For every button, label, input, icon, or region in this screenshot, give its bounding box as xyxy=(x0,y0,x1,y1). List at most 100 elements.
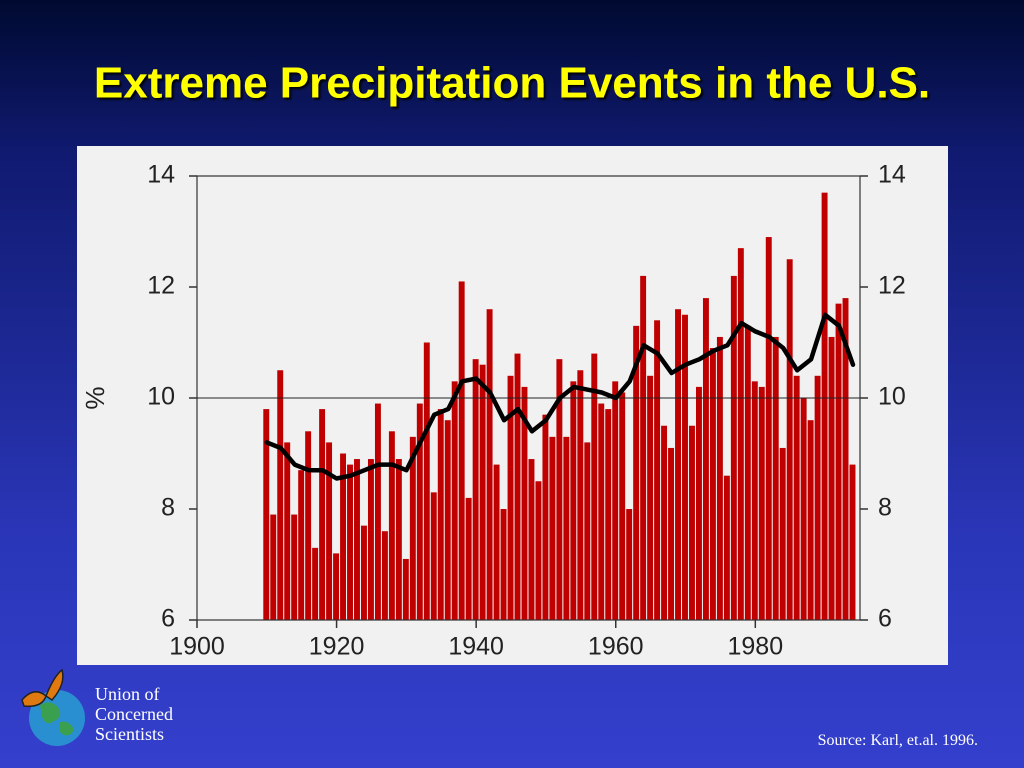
bar xyxy=(800,398,807,620)
bar xyxy=(437,409,444,620)
bar xyxy=(584,442,591,620)
bar xyxy=(430,492,437,620)
y-tick-label: 10 xyxy=(147,383,175,411)
y-tick-label: 6 xyxy=(161,605,175,633)
x-tick-label: 1900 xyxy=(169,633,225,661)
bar xyxy=(277,370,284,620)
bar xyxy=(270,514,277,620)
bar xyxy=(605,409,612,620)
bar xyxy=(716,336,723,620)
logo: Union of Concerned Scientists xyxy=(21,668,173,746)
bar xyxy=(514,353,521,620)
bar xyxy=(298,470,305,620)
bar xyxy=(486,309,493,620)
bar xyxy=(347,464,353,620)
y-tick-label: 14 xyxy=(147,161,175,189)
y-tick-label: 12 xyxy=(147,272,175,300)
x-tick-label: 1920 xyxy=(309,633,365,661)
bar xyxy=(598,403,605,620)
bar xyxy=(507,375,514,620)
butterfly xyxy=(21,668,64,708)
bar xyxy=(730,275,737,620)
bar xyxy=(402,558,409,620)
chart-title: Extreme Precipitation Events in the U.S. xyxy=(94,59,930,108)
bar xyxy=(591,353,598,620)
bar xyxy=(291,514,298,620)
bar xyxy=(744,325,751,620)
bar xyxy=(500,509,507,620)
y2-tick-label: 6 xyxy=(878,605,892,633)
bar xyxy=(702,298,709,620)
bar xyxy=(619,392,626,620)
bar xyxy=(772,336,779,620)
bar xyxy=(793,375,800,620)
bar xyxy=(354,459,360,620)
bar xyxy=(361,525,367,620)
bar xyxy=(758,386,765,620)
bar xyxy=(333,553,340,620)
bar xyxy=(682,314,688,620)
bar xyxy=(709,348,716,620)
bar xyxy=(451,381,458,620)
bar xyxy=(319,409,326,620)
bar xyxy=(493,464,500,620)
logo-text: Concerned xyxy=(95,704,173,724)
bar xyxy=(612,381,619,620)
bar xyxy=(765,237,772,621)
bar xyxy=(737,248,744,620)
bar xyxy=(675,309,681,620)
bar xyxy=(570,381,577,620)
bar xyxy=(849,464,856,620)
x-tick-label: 1980 xyxy=(728,633,784,661)
y2-tick-label: 8 xyxy=(878,494,892,522)
bar xyxy=(416,403,423,620)
bar xyxy=(814,375,821,620)
bar xyxy=(423,342,430,620)
bar xyxy=(374,403,381,620)
bar xyxy=(842,298,849,620)
bar xyxy=(542,414,549,620)
bar xyxy=(395,459,402,620)
bar xyxy=(786,259,793,620)
bar xyxy=(654,320,661,620)
y2-tick-label: 12 xyxy=(878,272,906,300)
y2-tick-label: 14 xyxy=(878,161,906,189)
bar xyxy=(444,420,451,620)
bar xyxy=(458,281,465,620)
x-tick-label: 1940 xyxy=(448,633,504,661)
x-tick-label: 1960 xyxy=(588,633,644,661)
logo-text: Union of xyxy=(95,684,160,704)
bar xyxy=(465,497,472,620)
bar xyxy=(577,370,584,620)
bar xyxy=(284,442,291,620)
y-axis-label: % xyxy=(80,386,110,409)
bar xyxy=(779,447,786,620)
bar xyxy=(689,425,695,620)
bar xyxy=(367,459,374,620)
bar xyxy=(640,275,647,620)
bar xyxy=(305,431,312,620)
bar xyxy=(661,425,668,620)
bar xyxy=(263,409,270,620)
bar xyxy=(835,303,842,620)
y2-tick-label: 10 xyxy=(878,383,906,411)
bar xyxy=(695,386,702,620)
bar xyxy=(647,375,654,620)
bar xyxy=(381,531,388,620)
bar xyxy=(312,547,319,620)
bar xyxy=(409,436,416,620)
bar xyxy=(556,359,563,620)
bar xyxy=(828,336,835,620)
bar xyxy=(479,364,486,620)
bar xyxy=(521,386,528,620)
bar xyxy=(633,325,640,620)
bar xyxy=(472,359,479,620)
smooth-line xyxy=(264,312,856,481)
bar xyxy=(807,420,814,620)
source-note: Source: Karl, et.al. 1996. xyxy=(818,732,978,749)
bar xyxy=(326,442,333,620)
bar xyxy=(535,481,542,620)
logo-text: Scientists xyxy=(95,724,164,744)
bar xyxy=(751,381,758,620)
